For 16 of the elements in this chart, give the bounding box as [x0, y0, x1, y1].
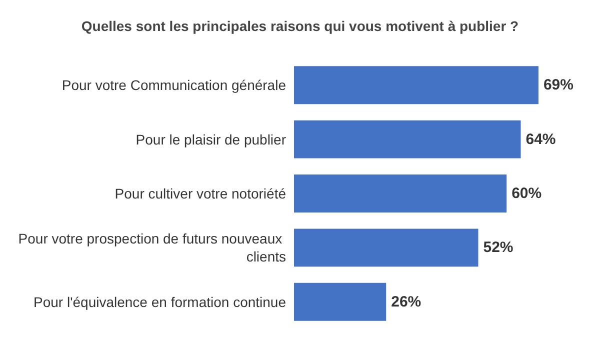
y-tick-label: Pour votre prospection de futurs nouveaux clients	[18, 230, 286, 265]
data-label: 26%	[391, 293, 422, 310]
data-label: 69%	[543, 76, 574, 94]
y-tick-label: Pour cultiver votre notoriété	[114, 186, 286, 202]
bar	[294, 66, 538, 104]
y-tick-label: Pour votre Communication générale	[62, 77, 286, 94]
y-tick-label: Pour le plaisir de publier	[136, 131, 286, 148]
data-label: 52%	[483, 239, 514, 256]
data-label: 60%	[512, 185, 542, 202]
y-tick-label: Pour l'équivalence en formation continue	[34, 294, 286, 310]
bar	[294, 174, 507, 212]
data-label: 64%	[526, 130, 556, 148]
bar	[294, 282, 386, 321]
bar	[294, 228, 478, 267]
bar	[294, 120, 521, 158]
chart-title: Quelles sont les principales raisons qui vous motivent à publier ?	[81, 18, 519, 34]
